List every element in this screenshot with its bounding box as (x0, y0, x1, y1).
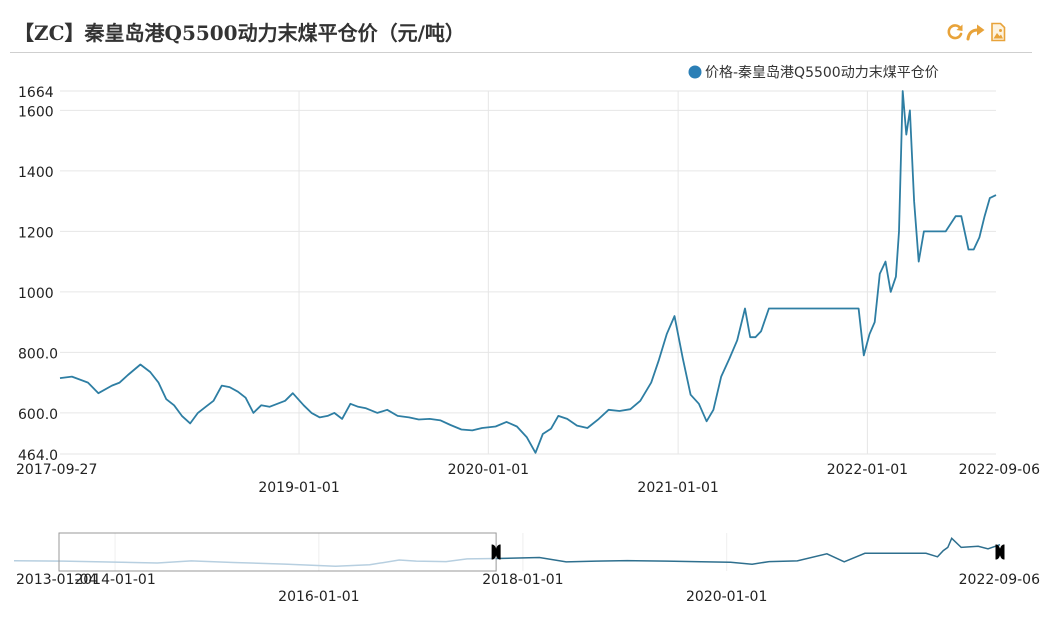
navigator-tick-label-4: 2020-01-01 (686, 589, 767, 605)
x-tick-label-5: 2022-09-06 (959, 462, 1040, 478)
navigator-history-line (13, 557, 497, 567)
x-tick-label-3: 2021-01-01 (637, 480, 718, 496)
y-tick-label-0: 1664 (18, 85, 54, 101)
y-tick-label-4: 1000 (18, 286, 54, 302)
refresh-button[interactable] (945, 22, 965, 42)
price-series-line (59, 90, 997, 454)
legend-marker (688, 65, 702, 79)
chart-header: 【ZC】秦皇岛港Q5500动力末煤平仓价（元/吨） (0, 0, 1047, 56)
navigator-right-handle-b[interactable] (999, 544, 1005, 560)
y-tick-label-5: 800.0 (18, 346, 58, 362)
navigator-tick-label-0: 2013-01-04 (16, 572, 97, 588)
navigator-background (14, 533, 1000, 571)
header-divider (10, 52, 1032, 53)
y-tick-label-6: 600.0 (18, 407, 58, 423)
x-tick-label-4: 2022-01-01 (827, 462, 908, 478)
navigator-tick-label-2: 2016-01-01 (278, 589, 359, 605)
chart-canvas: 1664 1600 1400 1200 1000 800.0 600.0 464.02017-… (13, 65, 1040, 605)
y-tick-label-7: 464.0 (18, 448, 58, 464)
save-image-icon (991, 22, 1006, 42)
y-tick-label-2: 1400 (18, 165, 54, 181)
chart-title: 【ZC】秦皇岛港Q5500动力末煤平仓价（元/吨） (14, 21, 465, 45)
navigator-right-handle[interactable] (995, 544, 1001, 560)
share-button[interactable] (966, 22, 986, 42)
legend-label: 价格-秦皇岛港Q5500动力末煤平仓价 (705, 65, 939, 81)
y-tick-label-3: 1200 (18, 225, 54, 241)
y-tick-label-1: 1600 (18, 104, 54, 120)
x-tick-label-2: 2020-01-01 (448, 462, 529, 478)
x-tick-label-1: 2019-01-01 (258, 480, 339, 496)
navigator-tick-label-5: 2022-09-06 (959, 572, 1040, 588)
navigator-left-handle-b[interactable] (495, 544, 501, 560)
refresh-icon (947, 24, 963, 40)
navigator-left-handle[interactable] (491, 544, 497, 560)
x-tick-label-0: 2017-09-27 (16, 462, 97, 478)
navigator-series-line (496, 537, 1001, 565)
share-icon (966, 24, 985, 41)
navigator-tick-label-3: 2018-01-01 (482, 572, 563, 588)
navigator-tick-label-1: 2014-01-01 (74, 572, 155, 588)
save-image-button[interactable] (988, 22, 1008, 42)
